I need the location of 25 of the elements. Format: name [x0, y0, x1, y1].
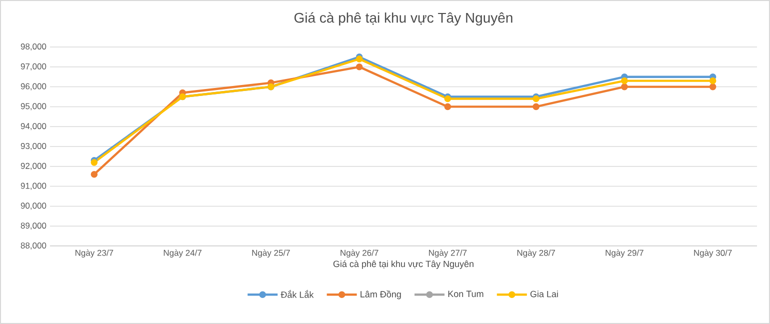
- legend-label: Đắk Lắk: [280, 290, 314, 298]
- x-tick-label: Ngày 30/7: [694, 250, 732, 258]
- y-tick-label: 95,000: [20, 103, 46, 110]
- y-tick-label: 93,000: [20, 142, 46, 150]
- y-tick-label: 96,000: [20, 83, 46, 90]
- x-tick-label: Ngày 26/7: [340, 250, 378, 258]
- y-tick-label: 92,000: [20, 162, 46, 170]
- legend-label: Lâm Đồng: [360, 290, 401, 300]
- y-tick-label: 88,000: [20, 242, 46, 250]
- chart-title: Giá cà phê tại khu vực Tây Nguyên: [294, 12, 512, 26]
- y-tick-label: 91,000: [20, 182, 46, 190]
- y-tick-label: 97,000: [20, 63, 46, 70]
- x-tick-label: Ngày 28/7: [517, 250, 555, 258]
- x-tick-label: Ngày 27/7: [429, 250, 467, 258]
- x-tick-label: Ngày 24/7: [164, 250, 202, 258]
- legend-label: Gia Lai: [530, 290, 558, 298]
- y-tick-label: 90,000: [20, 202, 46, 210]
- x-axis-title: Giá cà phê tại khu vực Tây Nguyên: [333, 260, 474, 269]
- y-tick-label: 94,000: [20, 123, 46, 130]
- legend-label: Kon Tum: [448, 290, 484, 298]
- y-tick-label: 98,000: [20, 43, 46, 51]
- x-tick-label: Ngày 23/7: [76, 250, 114, 258]
- x-tick-label: Ngày 29/7: [606, 250, 644, 258]
- y-tick-label: 89,000: [20, 222, 46, 230]
- x-tick-label: Ngày 25/7: [252, 250, 290, 258]
